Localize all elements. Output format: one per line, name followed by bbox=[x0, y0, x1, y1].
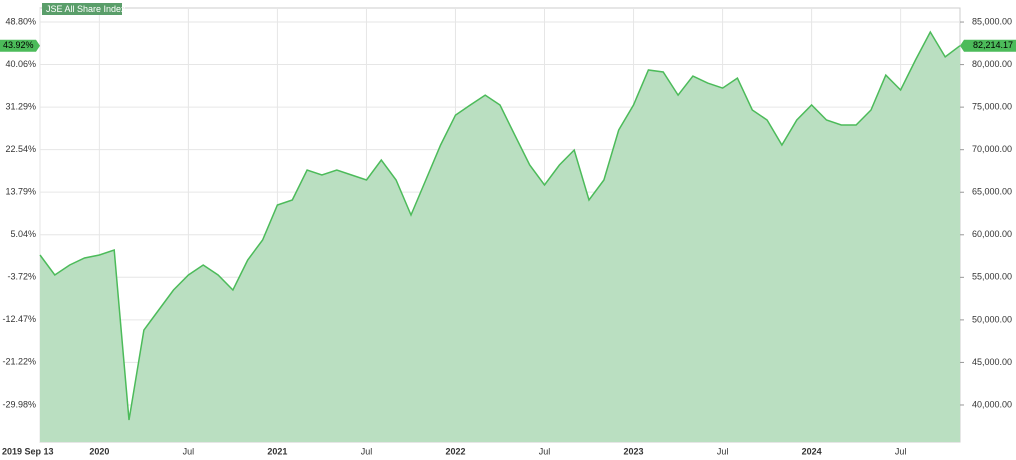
right-annotation: 82,214.17 bbox=[973, 40, 1013, 50]
y-tick-label: 40.06% bbox=[5, 59, 36, 69]
y-tick-label: 13.79% bbox=[5, 187, 36, 197]
x-tick-label: Jul bbox=[361, 446, 373, 456]
legend-label: JSE All Share Index bbox=[46, 4, 126, 14]
line bbox=[39, 30, 961, 421]
x-tick-label: Jul bbox=[895, 446, 907, 456]
x-tick-label: 2022 bbox=[445, 446, 465, 456]
x-tick-label: Jul bbox=[539, 446, 551, 456]
y2-tick-label: 80,000.00 bbox=[972, 59, 1012, 69]
x-tick-label: Jul bbox=[183, 446, 195, 456]
x-tick-label: 2023 bbox=[624, 446, 644, 456]
y-tick-label: 31.29% bbox=[5, 101, 36, 111]
y-tick-label: 48.80% bbox=[5, 16, 36, 26]
y2-tick-label: 75,000.00 bbox=[972, 102, 1012, 112]
left-annotation: 43.92% bbox=[3, 40, 34, 50]
left-badge bbox=[0, 39, 40, 52]
x-tick-label: 2020 bbox=[89, 446, 109, 456]
legend-box bbox=[42, 3, 122, 15]
y2-tick-label: 40,000.00 bbox=[972, 399, 1012, 409]
y2-tick-label: 55,000.00 bbox=[972, 272, 1012, 282]
y-tick-label: 5.04% bbox=[10, 229, 36, 239]
y-tick-label: -29.98% bbox=[2, 399, 36, 409]
y-tick-label: -21.22% bbox=[2, 357, 36, 367]
y2-tick-label: 45,000.00 bbox=[972, 357, 1012, 367]
y2-tick-label: 50,000.00 bbox=[972, 314, 1012, 324]
y2-tick-label: 60,000.00 bbox=[972, 229, 1012, 239]
y2-tick-label: 85,000.00 bbox=[972, 16, 1012, 26]
y-tick-label: -12.47% bbox=[2, 314, 36, 324]
right-badge bbox=[960, 39, 1016, 52]
y2-tick-label: 65,000.00 bbox=[972, 187, 1012, 197]
y-tick-label: -3.72% bbox=[7, 272, 36, 282]
area bbox=[40, 32, 960, 442]
x-tick-label: 2019 Sep 13 bbox=[2, 446, 54, 456]
x-tick-label: 2021 bbox=[267, 446, 287, 456]
y-tick-label: 22.54% bbox=[5, 144, 36, 154]
x-tick-label: 2024 bbox=[802, 446, 822, 456]
y2-tick-label: 70,000.00 bbox=[972, 144, 1012, 154]
x-tick-label: Jul bbox=[717, 446, 729, 456]
